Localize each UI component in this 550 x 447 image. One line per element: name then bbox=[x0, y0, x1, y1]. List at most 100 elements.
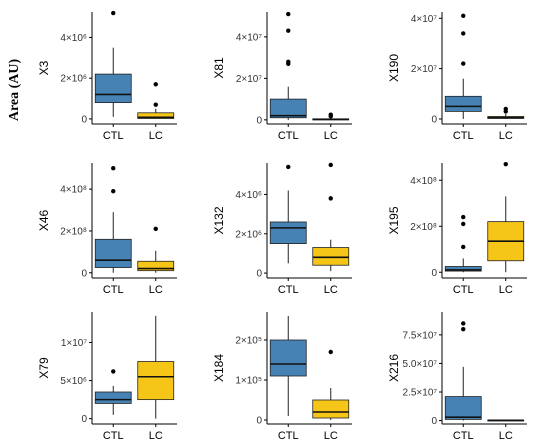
box-lc bbox=[137, 82, 175, 119]
outlier-point bbox=[461, 321, 466, 326]
outlier-point bbox=[461, 326, 466, 332]
outlier-point bbox=[461, 244, 466, 250]
x-tick-label-lc: LC bbox=[324, 430, 338, 442]
outlier-point bbox=[111, 189, 116, 194]
x-tick-label-ctl: CTL bbox=[453, 130, 474, 142]
panel-ylabel: X195 bbox=[387, 206, 401, 234]
outlier-point bbox=[461, 61, 466, 66]
y-tick-label: 0 bbox=[81, 414, 87, 425]
y-tick-label: 2×10⁷ bbox=[411, 64, 438, 75]
box-lc bbox=[137, 315, 175, 419]
y-tick-label: 4×10⁶ bbox=[60, 33, 87, 44]
y-tick-label: 7.5×10⁷ bbox=[403, 330, 438, 341]
panel-ylabel: X184 bbox=[212, 354, 226, 382]
y-tick-label: 4×10⁷ bbox=[411, 14, 438, 25]
y-tick-label: 0 bbox=[256, 115, 262, 126]
outlier-point bbox=[328, 349, 333, 355]
box-ctl bbox=[269, 316, 307, 416]
outlier-point bbox=[111, 369, 116, 374]
box-ctl bbox=[444, 321, 482, 421]
box-lc bbox=[312, 349, 350, 420]
panel-x190: X190 0 2×10⁷ 4×10⁷ CTL LC bbox=[387, 12, 527, 142]
x-tick-label-ctl: CTL bbox=[278, 284, 299, 296]
box-ctl bbox=[94, 369, 132, 415]
outlier-point bbox=[503, 161, 508, 167]
panel-ylabel: X3 bbox=[37, 60, 51, 75]
y-tick-label: 0 bbox=[256, 416, 262, 427]
x-tick-label-lc: LC bbox=[499, 130, 513, 142]
y-tick-label: 5×10⁶ bbox=[60, 376, 87, 387]
y-tick-label: 5.0×10⁷ bbox=[403, 359, 438, 370]
box-lc bbox=[487, 161, 525, 273]
y-tick-label: 0 bbox=[256, 269, 262, 280]
y-tick-label: 0 bbox=[431, 416, 437, 427]
iqr-box bbox=[312, 247, 350, 266]
panel-x3: X3 0 2×10⁶ 4×10⁶ CTL LC bbox=[37, 10, 177, 142]
panel-x132: X132 0 2×10⁶ 4×10⁶ CTL LC bbox=[212, 162, 352, 296]
panel-x79: X79 0 5×10⁶ 1×10⁷ CTL LC bbox=[37, 312, 177, 442]
x-tick-label-lc: LC bbox=[149, 430, 163, 442]
outlier-point bbox=[461, 214, 466, 220]
panel-x184: X184 0 1×10⁵ 2×10⁵ CTL LC bbox=[212, 312, 352, 442]
y-tick-label: 0 bbox=[431, 268, 437, 279]
iqr-box bbox=[137, 112, 175, 119]
outlier-point bbox=[153, 102, 158, 107]
panel-x216: X216 0 2.5×10⁷ 5.0×10⁷ 7.5×10⁷ CTL LC bbox=[387, 312, 527, 442]
box-ctl bbox=[94, 10, 132, 117]
iqr-box bbox=[94, 73, 132, 104]
y-tick-label: 1×10⁷ bbox=[61, 338, 88, 349]
y-tick-label: 4×10⁸ bbox=[60, 185, 87, 196]
x-tick-label-lc: LC bbox=[499, 284, 513, 296]
y-tick-label: 2×10⁸ bbox=[410, 222, 437, 233]
iqr-box bbox=[137, 361, 175, 401]
x-tick-label-ctl: CTL bbox=[103, 284, 124, 296]
outlier-point bbox=[461, 31, 466, 36]
panel-ylabel: X216 bbox=[387, 354, 401, 382]
iqr-box bbox=[269, 221, 307, 244]
outlier-point bbox=[328, 196, 333, 201]
box-ctl bbox=[269, 11, 307, 120]
iqr-box bbox=[312, 399, 350, 419]
box-lc bbox=[312, 112, 350, 121]
box-ctl bbox=[269, 164, 307, 264]
outlier-point bbox=[286, 28, 291, 33]
x-tick-label-lc: LC bbox=[499, 430, 513, 442]
iqr-box bbox=[137, 260, 175, 272]
panel-ylabel: X79 bbox=[37, 357, 51, 379]
y-tick-label: 1×10⁵ bbox=[235, 376, 262, 387]
x-tick-label-lc: LC bbox=[324, 284, 338, 296]
panel-ylabel: X46 bbox=[37, 210, 51, 232]
box-lc bbox=[137, 226, 175, 273]
iqr-box bbox=[94, 238, 132, 268]
iqr-box bbox=[269, 98, 307, 119]
y-tick-label: 2×10⁶ bbox=[60, 74, 87, 85]
y-tick-label: 2×10⁸ bbox=[60, 226, 87, 237]
box-lc bbox=[312, 162, 350, 272]
x-tick-label-ctl: CTL bbox=[278, 130, 299, 142]
panel-x195: X195 0 2×10⁸ 4×10⁸ CTL LC bbox=[387, 161, 527, 296]
y-tick-label: 2×10⁷ bbox=[236, 74, 263, 85]
iqr-box bbox=[269, 339, 307, 377]
y-tick-label: 4×10⁶ bbox=[235, 190, 262, 201]
outlier-point bbox=[503, 106, 508, 112]
outlier-point bbox=[461, 221, 466, 227]
y-tick-label: 0 bbox=[81, 268, 87, 279]
x-tick-label-ctl: CTL bbox=[103, 430, 124, 442]
outlier-point bbox=[111, 166, 116, 171]
outlier-point bbox=[153, 226, 158, 232]
outlier-point bbox=[111, 10, 116, 16]
outlier-point bbox=[286, 11, 291, 17]
outlier-point bbox=[328, 112, 333, 117]
panel-ylabel: X190 bbox=[387, 54, 401, 82]
panel-ylabel: X132 bbox=[212, 206, 226, 234]
y-tick-label: 4×10⁷ bbox=[236, 32, 263, 43]
y-tick-label: 0 bbox=[81, 114, 87, 125]
x-tick-label-ctl: CTL bbox=[278, 430, 299, 442]
outlier-point bbox=[286, 164, 291, 170]
iqr-box bbox=[444, 266, 482, 272]
y-tick-label: 2×10⁵ bbox=[235, 336, 262, 347]
panel-x46: X46 0 2×10⁸ 4×10⁸ CTL LC bbox=[37, 163, 177, 296]
box-ctl bbox=[444, 214, 482, 273]
